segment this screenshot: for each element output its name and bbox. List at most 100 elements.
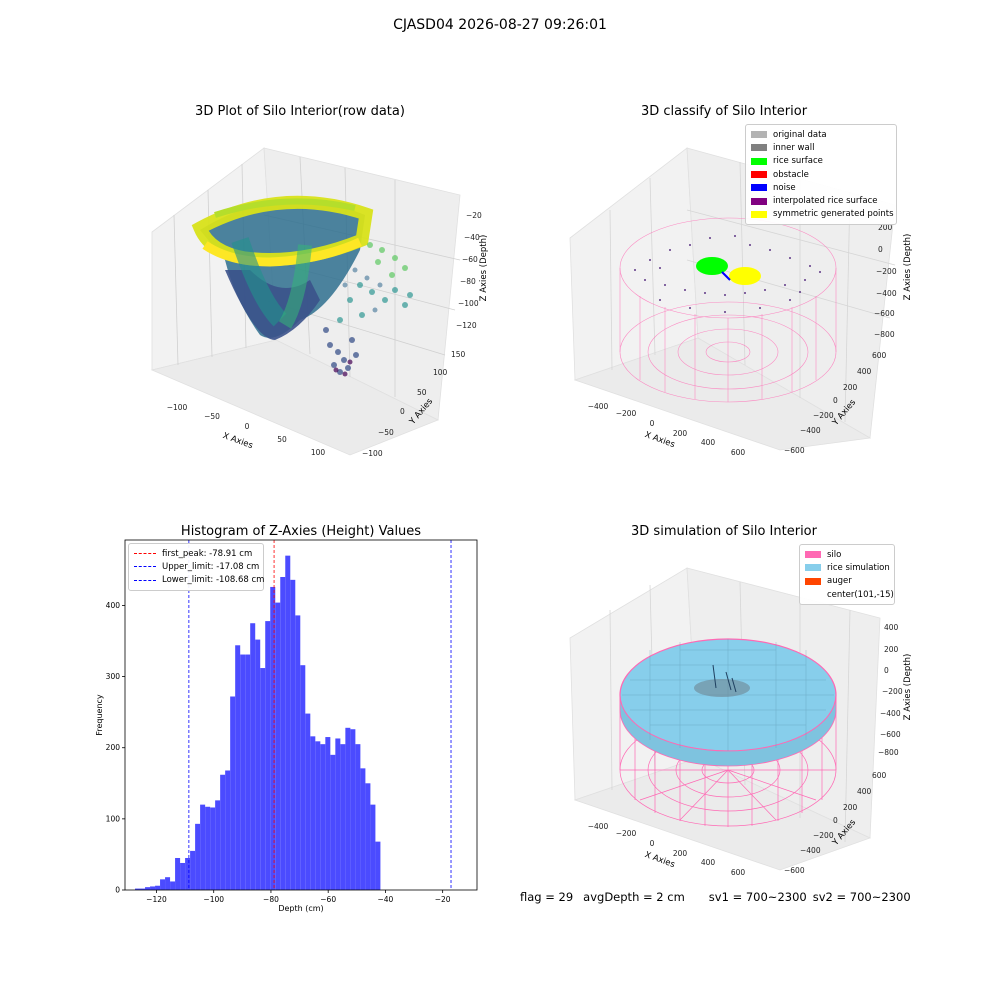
histogram-bar — [310, 736, 316, 890]
legend-label: first_peak: -78.91 cm — [162, 548, 253, 559]
simulation-y-tick: 600 — [872, 771, 887, 780]
classify-z-axis-label: Z Axies (Depth) — [903, 234, 913, 301]
legend-item-noise: noise — [751, 181, 891, 194]
legend-item-symmetric-generated-points: symmetric generated points — [751, 208, 894, 221]
status-footer: flag = 29 avgDepth = 2 cm sv1 = 700~2300 sv… — [520, 890, 921, 904]
classify-axes-box — [569, 147, 896, 451]
histogram-bar — [140, 888, 146, 890]
simulation-z-tick: −400 — [880, 709, 901, 718]
histogram-bar — [190, 850, 196, 890]
simulation-x-tick: 400 — [701, 858, 716, 867]
histogram-bar — [335, 738, 341, 890]
simulation-z-tick: −800 — [878, 748, 899, 757]
histogram-y-axis-label: Frequency — [95, 694, 104, 736]
legend-label: auger — [827, 576, 852, 587]
classify-x-tick: 0 — [650, 419, 655, 428]
raw-x-tick: 0 — [245, 422, 250, 431]
histogram-bar — [180, 862, 186, 890]
y-tick-label: 0 — [115, 886, 120, 895]
classify-y-tick: −400 — [800, 426, 821, 435]
histogram-bar — [295, 615, 301, 890]
histogram-title: Histogram of Z-Axies (Height) Values — [180, 524, 422, 539]
histogram-bar — [205, 806, 211, 890]
classify-x-tick: −400 — [588, 402, 609, 411]
classify-x-tick: −200 — [616, 409, 637, 418]
sv2-text: sv2 = 700~2300 — [812, 890, 911, 904]
histogram-x-axis-label: Depth (cm) — [278, 904, 323, 913]
legend-swatch — [805, 551, 821, 559]
y-tick-label: 100 — [106, 814, 121, 823]
histogram-bar — [210, 807, 216, 890]
classify-x-axis-label: X Axies — [643, 430, 676, 450]
classify-y-tick: 400 — [857, 367, 872, 376]
classify-3d-plot: −400 −200 0 200 400 600 −600 −400 −200 0… — [569, 147, 913, 457]
simulation-y-tick: 0 — [833, 816, 838, 825]
legend-swatch — [751, 197, 767, 205]
raw-x-axis-label: X Axies — [221, 431, 254, 451]
simulation-x-tick: 0 — [650, 839, 655, 848]
histogram-bar — [315, 741, 321, 890]
histogram-bar — [175, 857, 181, 890]
histogram-bar — [340, 744, 346, 890]
simulation-x-tick: 600 — [731, 868, 746, 877]
histogram-bar — [325, 737, 331, 890]
interpolated-surface-points — [634, 235, 821, 313]
simulation-y-tick: −200 — [813, 831, 834, 840]
legend-swatch — [805, 564, 821, 572]
avg-depth-text: avgDepth = 2 cm — [583, 890, 685, 904]
raw-y-tick: −100 — [362, 449, 383, 458]
silo-wireframe — [619, 217, 837, 403]
histogram-bar — [185, 857, 191, 890]
legend-item-original-data: original data — [751, 128, 891, 141]
histogram-bar — [375, 841, 381, 890]
classify-x-tick: 600 — [731, 448, 746, 457]
simulation-plot-title: 3D simulation of Silo Interior — [631, 524, 817, 539]
noise-points — [721, 271, 731, 281]
x-tick-label: −60 — [320, 895, 336, 904]
histogram-y-ticks: 0 100 200 300 400 — [106, 601, 125, 895]
classify-y-tick: 200 — [843, 383, 858, 392]
histogram-bar — [330, 754, 336, 890]
classify-z-tick: −200 — [876, 267, 897, 276]
raw-z-tick: −120 — [456, 321, 477, 330]
raw-z-tick: −100 — [458, 299, 479, 308]
histogram-bar — [290, 579, 296, 890]
simulation-z-axis-label: Z Axies (Depth) — [903, 654, 913, 721]
raw-z-tick: −60 — [462, 255, 478, 264]
legend-item-obstacle: obstacle — [751, 168, 891, 181]
classify-x-tick: 200 — [673, 429, 688, 438]
simulation-z-tick: −200 — [882, 687, 903, 696]
histogram-bar — [170, 881, 176, 890]
legend-swatch — [751, 171, 767, 179]
histogram-bar — [195, 823, 201, 890]
rice-simulation-side — [619, 694, 837, 767]
raw-x-tick: 100 — [311, 448, 326, 457]
figure-title: CJASD04 2026-08-27 09:26:01 — [393, 17, 607, 33]
histogram-bar — [245, 654, 251, 890]
simulation-x-tick: −400 — [588, 822, 609, 831]
histogram-bar — [275, 602, 281, 890]
classify-z-tick: −800 — [874, 330, 895, 339]
histogram-bar — [230, 696, 236, 890]
legend-label: rice surface — [773, 156, 823, 167]
histogram-bar — [370, 804, 376, 890]
histogram-bar — [365, 783, 371, 890]
simulation-x-tick: −200 — [616, 829, 637, 838]
classify-z-tick: −400 — [876, 289, 897, 298]
histogram-bar — [360, 768, 366, 890]
histogram-bars — [135, 555, 381, 890]
legend-swatch — [805, 577, 821, 585]
histogram-bar — [225, 770, 231, 890]
auger-marks — [712, 664, 737, 693]
legend-item-inner-wall: inner wall — [751, 141, 891, 154]
legend-item-interpolated-rice-surface: interpolated rice surface — [751, 194, 891, 207]
simulation-legend: silo rice simulation auger center(101,-1… — [799, 544, 895, 606]
histogram-bar — [280, 576, 286, 890]
simulation-z-tick: 200 — [884, 645, 899, 654]
legend-item-upper-limit: Upper_limit: -17.08 cm — [134, 560, 259, 573]
y-tick-label: 400 — [106, 601, 121, 610]
raw-x-tick: −50 — [204, 412, 220, 421]
histogram-bar — [135, 888, 141, 890]
legend-swatch — [751, 144, 767, 152]
histogram-frame — [124, 539, 478, 891]
